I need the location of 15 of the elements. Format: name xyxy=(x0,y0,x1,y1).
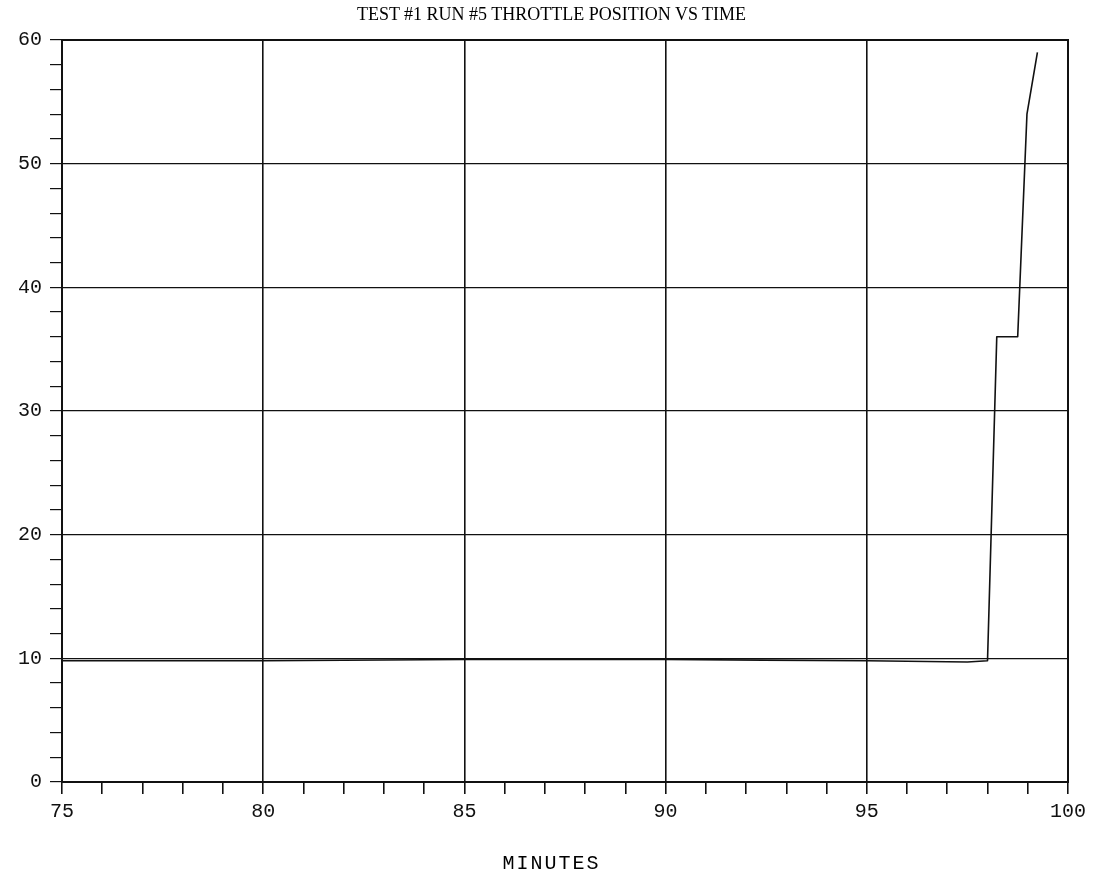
x-tick-label: 90 xyxy=(653,800,678,824)
y-tick-label: 30 xyxy=(17,399,42,423)
y-tick-label: 10 xyxy=(17,646,42,670)
y-tick-label: 60 xyxy=(17,28,42,52)
x-tick-label: 95 xyxy=(854,800,879,824)
x-tick-label: 85 xyxy=(452,800,477,824)
x-tick-label: 75 xyxy=(50,800,75,824)
y-tick-label: 20 xyxy=(17,522,42,546)
chart-title: TEST #1 RUN #5 THROTTLE POSITION VS TIME xyxy=(355,4,748,25)
y-tick-label: 0 xyxy=(29,770,42,794)
x-axis-title: MINUTES xyxy=(501,852,602,875)
x-tick-label: 100 xyxy=(1049,800,1087,824)
y-tick-label: 50 xyxy=(17,151,42,175)
y-tick-label: 40 xyxy=(17,275,42,299)
x-tick-label: 80 xyxy=(251,800,276,824)
